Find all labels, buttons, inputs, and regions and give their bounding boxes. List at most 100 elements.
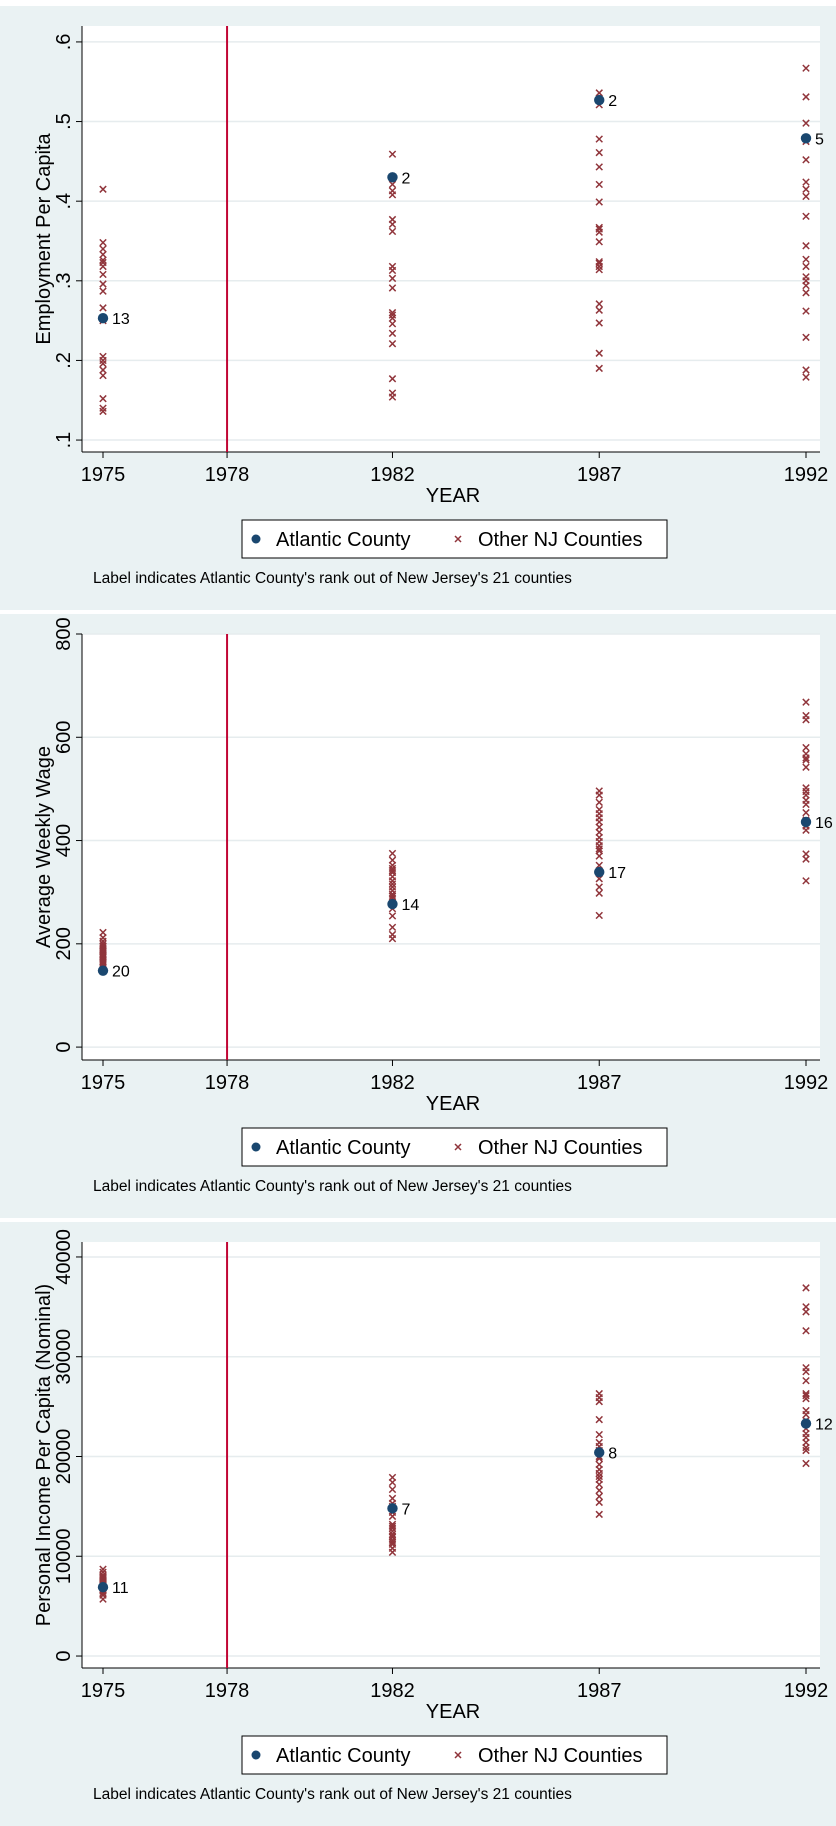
other-county-marker: [595, 262, 603, 271]
x-tick-label: 1987: [577, 1072, 622, 1094]
y-tick-label: .2: [53, 352, 75, 369]
marker-stroke: [99, 404, 107, 412]
other-county-marker: [802, 698, 810, 706]
other-county-marker: [802, 756, 810, 764]
marker-stroke: [802, 192, 810, 201]
other-county-marker: [388, 191, 397, 199]
other-county-marker: [99, 270, 107, 279]
other-county-marker: [802, 1308, 810, 1316]
marker-stroke: [595, 1397, 603, 1406]
marker-stroke: [595, 1498, 603, 1507]
marker-stroke: [595, 89, 603, 97]
marker-stroke: [802, 787, 810, 796]
atlantic-county-point: [387, 898, 398, 910]
legend: Atlantic County Other NJ Counties: [241, 1735, 668, 1775]
y-tick-label: .3: [53, 272, 75, 289]
marker-stroke: [388, 314, 397, 322]
other-county-marker: [595, 259, 603, 268]
other-county-marker: [99, 258, 107, 267]
marker-stroke: [802, 93, 810, 101]
other-county-marker: [388, 912, 397, 920]
marker-stroke: [802, 1410, 810, 1419]
y-tick-label: 200: [53, 927, 75, 960]
x-tick-label: 1987: [577, 464, 622, 486]
other-county-marker: [802, 307, 810, 315]
marker-stroke: [99, 280, 107, 288]
marker-stroke: [595, 135, 603, 143]
marker-stroke: [99, 359, 107, 368]
other-county-marker: [595, 180, 603, 189]
other-county-marker: [99, 950, 107, 959]
marker-stroke: [388, 375, 397, 383]
other-county-marker: [388, 1530, 397, 1539]
marker-stroke: [802, 1391, 810, 1400]
legend-label-other: Other NJ Counties: [478, 1137, 643, 1159]
atlantic-county-point: [97, 1581, 109, 1593]
other-county-marker: [388, 849, 397, 858]
marker-stroke: [454, 535, 462, 543]
other-county-marker: [802, 119, 810, 127]
other-county-marker: [802, 185, 810, 193]
marker-stroke: [99, 185, 107, 193]
other-county-marker: [388, 923, 397, 932]
x-tick-label: 1975: [81, 1680, 126, 1702]
marker-stroke: [388, 1532, 397, 1541]
marker-stroke: [388, 923, 397, 932]
other-county-marker: [388, 308, 397, 317]
atlantic-county-point: [800, 1418, 812, 1429]
other-county-marker: [595, 148, 603, 157]
other-county-marker: [802, 242, 810, 250]
other-county-marker: [802, 754, 810, 762]
marker-stroke: [388, 311, 397, 319]
other-county-marker: [388, 320, 397, 328]
y-tick-label: 0: [53, 1650, 75, 1661]
marker-stroke: [802, 262, 810, 271]
other-county-marker: [802, 877, 810, 885]
marker-stroke: [388, 892, 397, 901]
marker-stroke: [595, 262, 603, 271]
other-county-marker: [595, 319, 603, 327]
other-county-marker: [388, 880, 397, 888]
other-county-marker: [99, 238, 107, 247]
legend: Atlantic County Other NJ Counties: [241, 519, 668, 559]
marker-stroke: [99, 394, 107, 403]
other-county-marker: [802, 1410, 810, 1419]
other-county-marker: [99, 185, 107, 193]
other-county-marker: [388, 284, 397, 292]
marker-stroke: [388, 180, 397, 189]
marker-stroke: [595, 852, 603, 860]
marker-stroke: [99, 371, 107, 380]
marker-stroke: [595, 791, 603, 799]
x-tick-label: 1982: [370, 1072, 415, 1094]
other-county-marker: [802, 1443, 810, 1452]
marker-stroke: [595, 911, 603, 920]
other-county-marker: [99, 356, 107, 365]
atlantic-county-point: [97, 313, 109, 324]
chart-personal-income-per-capita: 0 10000 20000 30000 40000 1975 1978 1982 1987 199…: [33, 1229, 833, 1803]
other-county-marker: [802, 1391, 810, 1400]
rank-label: 17: [608, 865, 626, 882]
marker-stroke: [802, 212, 810, 221]
marker-stroke: [802, 281, 810, 290]
other-county-marker: [388, 1485, 397, 1494]
marker-stroke: [802, 366, 810, 374]
marker-stroke: [595, 1415, 603, 1424]
other-county-marker: [802, 1394, 810, 1403]
rank-label: 2: [401, 170, 410, 187]
y-tick-label: .5: [53, 113, 75, 130]
other-county-marker: [802, 826, 810, 834]
marker-stroke: [802, 1376, 810, 1385]
marker-stroke: [388, 220, 397, 228]
marker-stroke: [595, 163, 603, 171]
marker-stroke: [388, 320, 397, 328]
rank-label: 12: [815, 1417, 833, 1434]
other-county-marker: [99, 256, 107, 264]
marker-stroke: [99, 356, 107, 365]
marker-stroke: [595, 148, 603, 157]
other-county-marker: [388, 934, 397, 943]
other-county-marker: [802, 366, 810, 374]
marker-stroke: [388, 191, 397, 199]
marker-stroke: [388, 849, 397, 858]
other-county-marker: [388, 227, 397, 236]
y-axis-title: Employment Per Capita: [33, 133, 55, 345]
